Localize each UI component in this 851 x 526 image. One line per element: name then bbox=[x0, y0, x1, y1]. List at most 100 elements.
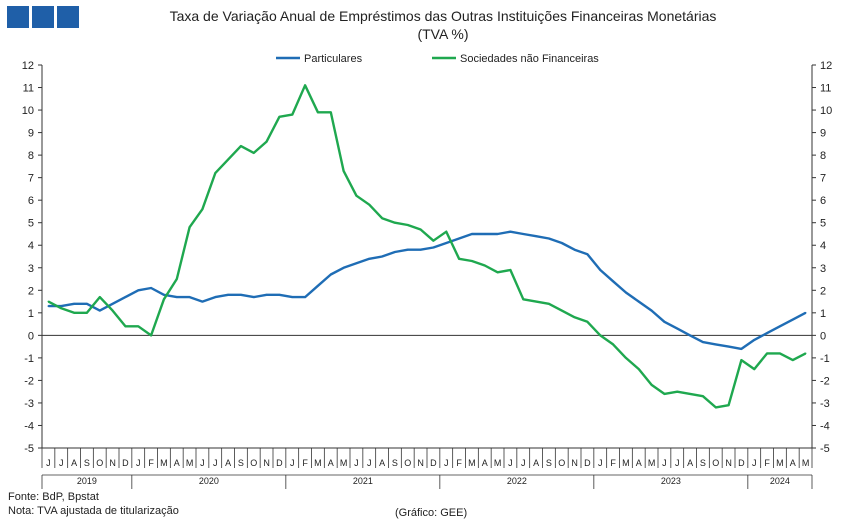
month-label: M bbox=[494, 458, 502, 468]
data-point bbox=[637, 368, 640, 371]
chart-title: Taxa de Variação Anual de Empréstimos da… bbox=[170, 8, 717, 24]
y-tick-label: 9 bbox=[28, 128, 34, 140]
data-point bbox=[214, 172, 217, 175]
data-point bbox=[727, 345, 730, 348]
data-point bbox=[650, 309, 653, 312]
data-point bbox=[240, 293, 242, 296]
month-label: A bbox=[482, 458, 488, 468]
data-point bbox=[73, 302, 75, 305]
data-point bbox=[586, 253, 589, 256]
month-label: J bbox=[367, 458, 372, 468]
data-point bbox=[265, 293, 268, 296]
y-tick-label: 8 bbox=[28, 150, 34, 162]
month-label: J bbox=[136, 458, 141, 468]
data-point bbox=[73, 311, 75, 314]
month-label: J bbox=[662, 458, 667, 468]
data-point bbox=[150, 287, 152, 289]
data-point bbox=[483, 233, 486, 235]
month-label: S bbox=[546, 458, 552, 468]
y-tick-label-right: 5 bbox=[820, 218, 826, 230]
month-label: D bbox=[430, 458, 437, 468]
month-label: N bbox=[571, 458, 578, 468]
data-point bbox=[548, 237, 550, 240]
data-point bbox=[150, 334, 152, 337]
data-point bbox=[650, 384, 653, 386]
data-point bbox=[804, 311, 807, 314]
data-point bbox=[663, 320, 666, 323]
month-label: M bbox=[622, 458, 630, 468]
y-tick-label-right: 11 bbox=[820, 83, 831, 95]
month-label: F bbox=[456, 458, 462, 468]
month-label: D bbox=[738, 458, 745, 468]
data-point bbox=[342, 266, 345, 269]
y-tick-label: 1 bbox=[28, 308, 34, 320]
data-point bbox=[625, 356, 627, 359]
month-label: J bbox=[290, 458, 295, 468]
month-label: D bbox=[122, 458, 129, 468]
month-label: N bbox=[263, 458, 270, 468]
y-tick-label: 10 bbox=[22, 105, 34, 117]
data-point bbox=[714, 406, 717, 409]
data-point bbox=[60, 305, 63, 307]
data-point bbox=[317, 284, 319, 287]
y-tick-label-right: -1 bbox=[820, 353, 830, 365]
y-tick-label-right: 12 bbox=[820, 60, 832, 72]
data-point bbox=[586, 320, 589, 323]
month-label: A bbox=[533, 458, 539, 468]
month-label: S bbox=[392, 458, 398, 468]
data-point bbox=[471, 260, 473, 262]
y-tick-label-right: 8 bbox=[820, 150, 826, 162]
data-point bbox=[227, 293, 229, 296]
month-label: F bbox=[764, 458, 770, 468]
data-point bbox=[458, 257, 460, 260]
data-point bbox=[419, 228, 422, 231]
data-point bbox=[278, 115, 281, 118]
data-point bbox=[329, 111, 332, 114]
month-label: J bbox=[675, 458, 680, 468]
y-tick-label: 7 bbox=[28, 173, 34, 185]
data-point bbox=[163, 298, 165, 301]
legend: Particulares Sociedades não Financeiras bbox=[276, 53, 599, 65]
data-point bbox=[612, 280, 614, 283]
y-tick-label-right: 6 bbox=[820, 195, 826, 207]
data-point bbox=[304, 84, 306, 87]
month-label: D bbox=[276, 458, 283, 468]
data-point bbox=[753, 338, 756, 341]
data-point bbox=[445, 230, 448, 233]
year-label: 2021 bbox=[353, 476, 373, 486]
data-point bbox=[175, 278, 178, 280]
month-label: J bbox=[200, 458, 205, 468]
data-point bbox=[175, 296, 178, 298]
data-point bbox=[214, 296, 217, 298]
month-label: A bbox=[379, 458, 385, 468]
y-tick-label: 6 bbox=[28, 195, 34, 207]
month-label: A bbox=[687, 458, 693, 468]
month-label: M bbox=[648, 458, 656, 468]
data-point bbox=[381, 255, 383, 258]
month-label: S bbox=[84, 458, 90, 468]
data-point bbox=[394, 251, 396, 253]
data-point bbox=[766, 332, 768, 334]
month-label: M bbox=[776, 458, 784, 468]
month-label: N bbox=[109, 458, 116, 468]
data-point bbox=[496, 233, 499, 235]
y-tick-label: 3 bbox=[28, 263, 34, 275]
legend-label: Particulares bbox=[304, 53, 363, 65]
legend-label: Sociedades não Financeiras bbox=[460, 53, 599, 65]
month-label: J bbox=[444, 458, 449, 468]
data-point bbox=[355, 194, 358, 197]
data-point bbox=[98, 309, 101, 312]
data-point bbox=[753, 368, 756, 371]
year-label: 2022 bbox=[507, 476, 527, 486]
month-label: O bbox=[404, 458, 411, 468]
data-point bbox=[637, 300, 640, 303]
month-label: O bbox=[712, 458, 719, 468]
y-tick-label: -5 bbox=[24, 443, 34, 455]
month-label: J bbox=[354, 458, 359, 468]
data-point bbox=[265, 140, 268, 143]
data-point bbox=[612, 343, 614, 346]
source-note: Fonte: BdP, Bpstat bbox=[8, 491, 99, 503]
year-label: 2020 bbox=[199, 476, 219, 486]
data-point bbox=[483, 264, 486, 267]
